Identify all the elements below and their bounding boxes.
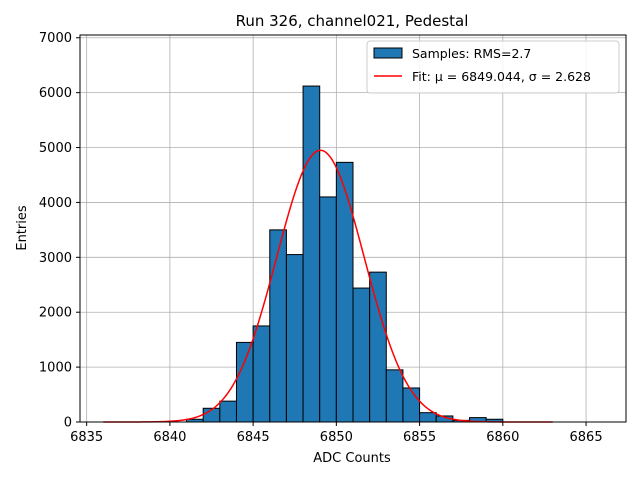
legend-swatch-samples: [373, 47, 403, 59]
legend-label-samples: Samples: RMS=2.7: [412, 46, 531, 61]
x-tick-label: 6850: [320, 430, 353, 445]
y-tick-label: 7000: [39, 31, 72, 46]
y-tick-label: 0: [64, 416, 72, 431]
histogram-bar: [269, 229, 287, 423]
x-tick-label: 6845: [237, 430, 270, 445]
histogram-bar: [252, 325, 271, 423]
histogram-bar: [385, 369, 404, 423]
y-tick-label: 3000: [39, 251, 72, 266]
histogram-bar: [235, 341, 254, 423]
x-tick-label: 6865: [570, 430, 603, 445]
legend: Samples: RMS=2.7 Fit: μ = 6849.044, σ = …: [366, 40, 620, 94]
histogram-bar: [419, 412, 437, 423]
x-tick-label: 6860: [486, 430, 519, 445]
histogram-bars: [186, 85, 504, 423]
y-tick-label: 2000: [39, 306, 72, 321]
plot-frame: [79, 34, 627, 423]
y-axis-label: Entries: [15, 205, 30, 251]
histogram-bar: [285, 254, 304, 423]
histogram-bar: [302, 85, 321, 423]
histogram-bar: [352, 287, 371, 423]
y-tick-label: 6000: [39, 86, 72, 101]
y-axis-ticks: 0 1000 2000 3000 4000 5000 6000 7000: [39, 31, 80, 431]
legend-label-fit: Fit: μ = 6849.044, σ = 2.628: [412, 69, 591, 84]
x-tick-label: 6855: [403, 430, 436, 445]
x-tick-label: 6840: [153, 430, 186, 445]
y-tick-label: 1000: [39, 361, 72, 376]
legend-box: [366, 40, 620, 94]
y-tick-label: 4000: [39, 196, 72, 211]
histogram-bar: [402, 387, 421, 423]
y-tick-label: 5000: [39, 141, 72, 156]
x-tick-label: 6835: [70, 430, 103, 445]
histogram-bar: [335, 161, 354, 423]
x-axis-ticks: 6835 6840 6845 6850 6855 6860 6865: [70, 422, 603, 445]
x-axis-label: ADC Counts: [313, 451, 391, 466]
histogram-bar: [369, 271, 387, 423]
chart-title: Run 326, channel021, Pedestal: [236, 12, 469, 30]
histogram-bar: [219, 400, 237, 423]
histogram-bar: [319, 196, 337, 423]
